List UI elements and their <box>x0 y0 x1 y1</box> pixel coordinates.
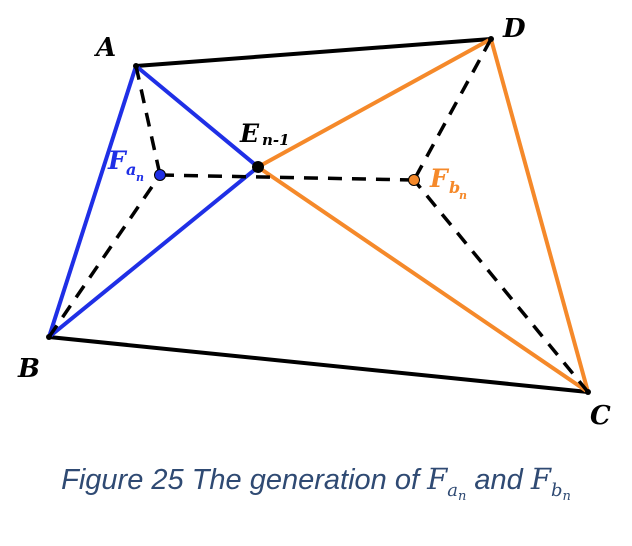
dashed-A-Fa <box>134 65 162 176</box>
label-E-sub: n-1 <box>262 131 290 149</box>
vertex-D-dot <box>488 36 494 42</box>
label-Fb: F b n <box>429 164 467 202</box>
point-E-dot <box>252 161 264 173</box>
vertex-C-dot <box>585 389 591 395</box>
label-C: C <box>590 401 611 431</box>
dashed-Fa-Fb <box>159 173 415 182</box>
edge-BC <box>48 335 589 394</box>
label-Fa-F: F <box>107 146 128 175</box>
caption-F1: F <box>427 462 448 496</box>
vertex-A-dot <box>133 63 139 69</box>
point-Fb-dot <box>408 174 420 186</box>
caption-F2-sub: b <box>550 480 563 501</box>
segment-A-E <box>134 64 260 169</box>
point-Fa-dot <box>154 169 166 181</box>
edge-DC <box>489 38 590 393</box>
caption-prefix: Figure 25 The generation of <box>61 464 428 496</box>
label-Fa-subsub: n <box>136 171 144 184</box>
label-Fa-sub: a <box>126 160 136 179</box>
caption-F2: F <box>530 462 551 496</box>
label-E: E <box>239 119 260 148</box>
caption-F2-sub-wrap: bn <box>550 480 571 504</box>
caption-F1-sub: a <box>447 480 458 501</box>
label-B: B <box>17 354 40 384</box>
caption-middle: and <box>466 464 531 496</box>
segment-B-E <box>47 165 260 339</box>
label-Fa: F a n <box>107 146 144 184</box>
label-Fb-F: F <box>429 164 450 193</box>
edge-AB <box>47 65 138 338</box>
vertex-B-dot <box>46 334 52 340</box>
label-Fb-sub: b <box>449 178 460 197</box>
label-A: A <box>93 33 116 63</box>
geometry-diagram: A B C D E n-1 F a n F b n <box>17 14 611 431</box>
dashed-B-Fa <box>47 174 162 338</box>
label-Fb-subsub: n <box>459 189 467 202</box>
segment-E-C <box>256 165 590 394</box>
label-D: D <box>502 14 526 44</box>
edge-AD <box>135 37 492 68</box>
caption-F1-sub-wrap: an <box>447 480 467 504</box>
dashed-C-Fb <box>412 178 590 394</box>
label-E-n-1: E n-1 <box>239 119 290 149</box>
caption-F2-subsub: n <box>562 489 571 504</box>
segment-E-D <box>257 37 492 169</box>
caption-F1-subsub: n <box>457 489 467 504</box>
figure-caption: Figure 25 The generation of Fan and Fbn <box>0 462 632 522</box>
dashed-D-Fb <box>412 38 493 181</box>
